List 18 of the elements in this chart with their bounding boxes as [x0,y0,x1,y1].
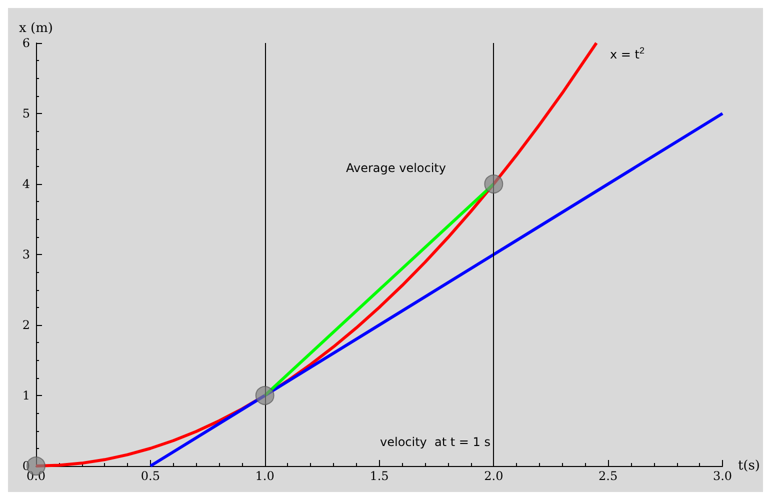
x-tick-label: 3.0 [712,469,732,483]
y-tick-label: 2 [22,318,30,332]
annotation: velocity at t = 1 s [380,435,490,449]
y-axis-title: x (m) [19,21,53,36]
x-tick-label: 1.5 [370,469,389,483]
y-tick-label: 3 [22,248,30,262]
x-tick-label: 2.5 [598,469,618,483]
x-tick-label: 1.0 [255,469,274,483]
y-tick-label: 6 [22,36,30,50]
x-axis-title: t(s) [738,458,760,474]
y-tick-label: 4 [22,177,30,191]
y-tick-label: 5 [22,106,30,120]
x-tick-label: 0.5 [140,469,160,483]
x-tick-label: 2.0 [484,469,504,483]
y-tick-label: 1 [22,388,30,402]
point [484,174,504,194]
point [255,386,274,405]
annotation: Average velocity [346,161,446,175]
